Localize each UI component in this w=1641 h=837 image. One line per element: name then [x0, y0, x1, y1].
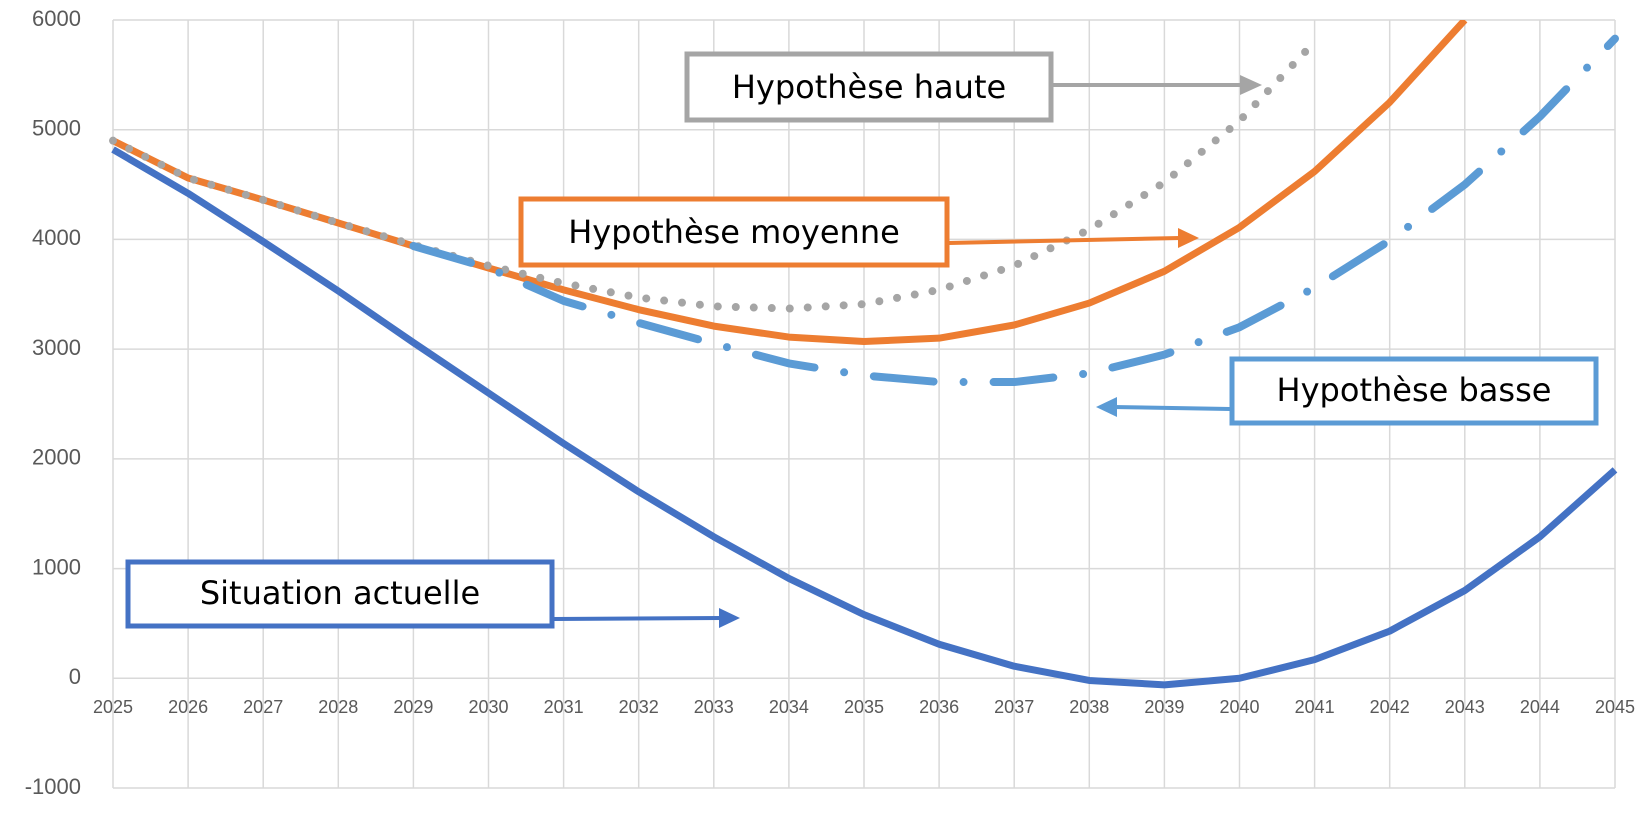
x-tick-label: 2025	[93, 697, 133, 717]
grid: -1000 0 1000 2000 3000 4000 5000 6000 2025 2026 20…	[25, 6, 1635, 799]
x-tick-label: 2036	[919, 697, 959, 717]
box	[518, 196, 950, 268]
x-tick-label: 2030	[468, 697, 508, 717]
x-tick-label: 2040	[1219, 697, 1259, 717]
x-tick-label: 2032	[619, 697, 659, 717]
box	[125, 559, 555, 629]
arrow-head	[1096, 397, 1117, 417]
series-line	[111, 146, 1618, 689]
arrow	[553, 616, 723, 621]
series-line	[409, 34, 1619, 387]
legend-label: Hypothèse basse	[1277, 371, 1552, 409]
arrow-head	[1178, 228, 1199, 248]
x-tick-label: 2037	[994, 697, 1034, 717]
box	[1229, 356, 1599, 426]
x-tick-label: 2026	[168, 697, 208, 717]
x-tick-label: 2044	[1520, 697, 1560, 717]
legend-label: Hypothèse haute	[732, 68, 1006, 106]
series-line	[109, 37, 1319, 313]
x-tick-label: 2033	[694, 697, 734, 717]
y-tick-label: 4000	[32, 225, 81, 250]
x-tick-label: 2041	[1295, 697, 1335, 717]
y-tick-label: 3000	[32, 335, 81, 360]
legend-label: Situation actuelle	[200, 574, 480, 612]
x-tick-label: 2043	[1445, 697, 1485, 717]
y-tick-label: 6000	[32, 6, 81, 31]
x-tick-label: 2028	[318, 697, 358, 717]
y-tick-label: 1000	[32, 554, 81, 579]
box	[684, 51, 1054, 123]
y-tick-label: 2000	[32, 445, 81, 470]
y-tick-label: -1000	[25, 774, 81, 799]
x-tick-label: 2027	[243, 697, 283, 717]
x-tick-label: 2035	[844, 697, 884, 717]
lines	[109, 20, 1619, 689]
x-tick-label: 2039	[1144, 697, 1184, 717]
arrow	[948, 236, 1181, 245]
legend-label: Hypothèse moyenne	[568, 213, 900, 251]
y-tick-label: 5000	[32, 116, 81, 141]
x-tick-label: 2029	[393, 697, 433, 717]
x-tick-label: 2045	[1595, 697, 1635, 717]
x-tick-label: 2038	[1069, 697, 1109, 717]
series-line	[111, 20, 1468, 345]
y-tick-label: 0	[69, 664, 81, 689]
x-tick-label: 2034	[769, 697, 809, 717]
arrow-head	[719, 608, 740, 628]
annotations: Hypothèse haute Hypothèse moyenne Hypoth…	[125, 51, 1599, 629]
x-tick-label: 2042	[1370, 697, 1410, 717]
arrow-head	[1240, 75, 1262, 95]
arrow	[1112, 405, 1231, 411]
x-tick-label: 2031	[544, 697, 584, 717]
